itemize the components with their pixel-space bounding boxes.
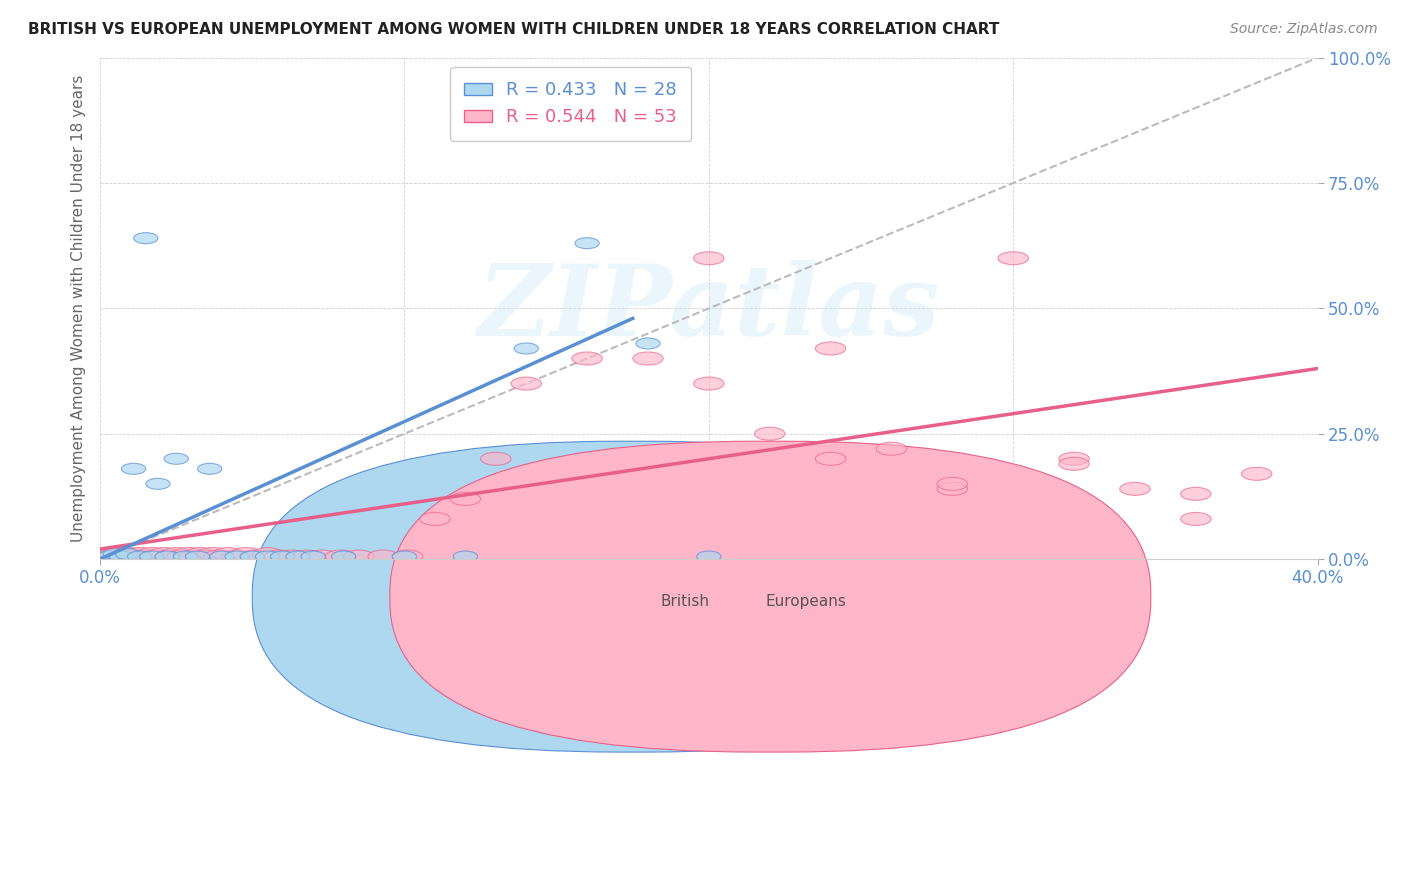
Ellipse shape: [121, 463, 146, 475]
Y-axis label: Unemployment Among Women with Children Under 18 years: Unemployment Among Women with Children U…: [72, 75, 86, 542]
Ellipse shape: [197, 548, 228, 560]
Ellipse shape: [755, 427, 785, 441]
Ellipse shape: [515, 343, 538, 354]
Text: British: British: [659, 594, 709, 609]
Ellipse shape: [173, 551, 197, 562]
Ellipse shape: [1181, 512, 1211, 525]
Ellipse shape: [301, 551, 325, 562]
Ellipse shape: [146, 478, 170, 490]
Ellipse shape: [173, 548, 204, 560]
Ellipse shape: [165, 453, 188, 465]
Ellipse shape: [270, 551, 295, 562]
Ellipse shape: [636, 338, 661, 349]
Ellipse shape: [231, 548, 262, 560]
Ellipse shape: [136, 548, 167, 560]
Ellipse shape: [285, 551, 311, 562]
Ellipse shape: [1059, 458, 1090, 470]
Ellipse shape: [112, 548, 143, 560]
Ellipse shape: [307, 550, 337, 563]
Ellipse shape: [97, 551, 121, 562]
Ellipse shape: [209, 551, 233, 562]
Ellipse shape: [179, 550, 209, 563]
Ellipse shape: [155, 550, 186, 563]
FancyBboxPatch shape: [252, 442, 1014, 752]
Ellipse shape: [510, 377, 541, 390]
Text: BRITISH VS EUROPEAN UNEMPLOYMENT AMONG WOMEN WITH CHILDREN UNDER 18 YEARS CORREL: BRITISH VS EUROPEAN UNEMPLOYMENT AMONG W…: [28, 22, 1000, 37]
Ellipse shape: [264, 550, 295, 563]
Ellipse shape: [240, 550, 270, 563]
Ellipse shape: [693, 377, 724, 390]
Ellipse shape: [332, 551, 356, 562]
Ellipse shape: [633, 352, 664, 365]
Ellipse shape: [186, 551, 209, 562]
Ellipse shape: [998, 252, 1028, 265]
Ellipse shape: [225, 551, 249, 562]
Ellipse shape: [392, 550, 423, 563]
Ellipse shape: [100, 548, 131, 560]
Ellipse shape: [222, 550, 252, 563]
Ellipse shape: [134, 233, 157, 244]
Ellipse shape: [94, 550, 125, 563]
Ellipse shape: [191, 550, 222, 563]
Ellipse shape: [450, 492, 481, 506]
Legend: R = 0.433   N = 28, R = 0.544   N = 53: R = 0.433 N = 28, R = 0.544 N = 53: [450, 67, 692, 141]
Ellipse shape: [572, 352, 602, 365]
Ellipse shape: [453, 551, 478, 562]
Text: ZIPatlas: ZIPatlas: [478, 260, 941, 357]
Ellipse shape: [131, 550, 162, 563]
Ellipse shape: [368, 550, 398, 563]
Ellipse shape: [1059, 452, 1090, 466]
Ellipse shape: [155, 551, 179, 562]
Ellipse shape: [139, 551, 165, 562]
Ellipse shape: [938, 477, 967, 491]
Ellipse shape: [697, 551, 721, 562]
Ellipse shape: [252, 548, 283, 560]
Ellipse shape: [118, 550, 149, 563]
Ellipse shape: [204, 550, 233, 563]
Ellipse shape: [162, 548, 191, 560]
Ellipse shape: [256, 551, 280, 562]
Ellipse shape: [143, 550, 173, 563]
Ellipse shape: [125, 548, 155, 560]
Ellipse shape: [1119, 483, 1150, 495]
Ellipse shape: [186, 548, 215, 560]
Ellipse shape: [815, 452, 846, 466]
Ellipse shape: [149, 548, 179, 560]
Ellipse shape: [292, 550, 322, 563]
Ellipse shape: [1241, 467, 1272, 480]
Ellipse shape: [1181, 487, 1211, 500]
Ellipse shape: [343, 550, 374, 563]
Ellipse shape: [115, 549, 139, 559]
Ellipse shape: [325, 550, 356, 563]
Ellipse shape: [128, 551, 152, 562]
Ellipse shape: [240, 551, 264, 562]
Ellipse shape: [575, 237, 599, 249]
Ellipse shape: [167, 550, 197, 563]
Ellipse shape: [277, 550, 307, 563]
Ellipse shape: [212, 548, 243, 560]
Text: Europeans: Europeans: [766, 594, 846, 609]
Ellipse shape: [103, 549, 128, 559]
Ellipse shape: [420, 512, 450, 525]
Ellipse shape: [392, 551, 416, 562]
Ellipse shape: [938, 483, 967, 495]
Ellipse shape: [876, 442, 907, 455]
Ellipse shape: [197, 463, 222, 475]
Ellipse shape: [110, 551, 134, 562]
Ellipse shape: [107, 550, 136, 563]
FancyBboxPatch shape: [389, 442, 1150, 752]
Text: Source: ZipAtlas.com: Source: ZipAtlas.com: [1230, 22, 1378, 37]
Ellipse shape: [481, 452, 510, 466]
Ellipse shape: [693, 252, 724, 265]
Ellipse shape: [815, 342, 846, 355]
